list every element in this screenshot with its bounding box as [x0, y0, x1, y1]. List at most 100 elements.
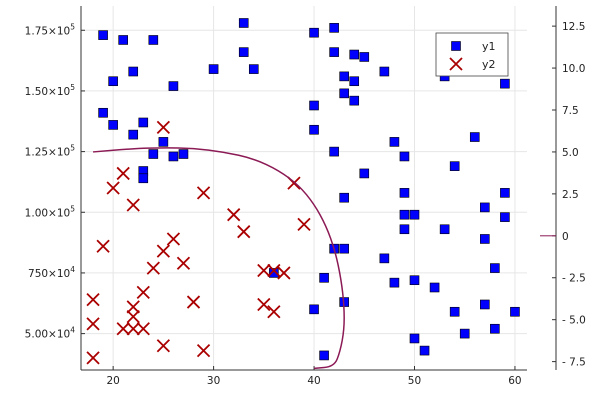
- y1-point: [480, 299, 490, 310]
- y2-point: [176, 256, 191, 270]
- y1-point: [118, 35, 128, 45]
- y-left-tick-label: 1.50×105: [25, 83, 76, 98]
- y1-point: [349, 95, 360, 106]
- y2-point: [126, 309, 140, 324]
- y1-point: [490, 323, 500, 334]
- y1-point: [329, 23, 339, 33]
- y1-point: [138, 173, 149, 184]
- y1-point: [439, 224, 450, 235]
- y2-point: [227, 208, 241, 222]
- y1-point: [329, 47, 339, 57]
- legend-y2-label: y2: [482, 58, 496, 71]
- y-left-tick-label: 1.25×105: [25, 144, 76, 159]
- y1-point: [309, 27, 319, 38]
- y2-point: [267, 263, 281, 278]
- y-right-tick-label: 10.0: [562, 63, 585, 75]
- series-curve: [92, 147, 345, 370]
- x-tick-label: 50: [408, 375, 421, 387]
- y1-point: [319, 350, 329, 361]
- y-right-tick-label: - 7.5: [562, 357, 586, 369]
- y2-point: [196, 343, 211, 358]
- y1-point: [349, 49, 360, 60]
- y1-point: [208, 64, 219, 74]
- y-left-tick-label: 1.00×105: [25, 204, 76, 219]
- y1-point: [429, 282, 440, 293]
- y1-point: [339, 71, 349, 82]
- legend-box: [435, 32, 509, 77]
- y1-point: [379, 66, 390, 77]
- y1-point: [359, 168, 370, 179]
- y2-point: [257, 297, 271, 312]
- y1-point: [359, 52, 370, 62]
- y-left-tick-label: 1.75×105: [25, 22, 76, 37]
- legend-y1-label: y1: [482, 40, 496, 53]
- y1-point: [138, 117, 149, 128]
- y1-point: [168, 151, 179, 162]
- y1-point: [309, 304, 319, 315]
- y1-point: [269, 268, 279, 278]
- y1-point: [389, 137, 400, 147]
- y-right-tick-label: 2.5: [562, 189, 579, 201]
- y2-point: [96, 239, 110, 253]
- y2-point: [166, 232, 181, 246]
- y1-point: [98, 107, 108, 118]
- y2-point: [126, 322, 140, 336]
- y1-point: [148, 149, 159, 159]
- y1-point: [319, 272, 329, 283]
- y2-point: [146, 261, 160, 275]
- y-left-tick-label: 5.00×104: [25, 326, 76, 341]
- y1-point: [409, 333, 420, 344]
- legend-y1-marker: [451, 41, 461, 51]
- y1-point: [98, 30, 108, 40]
- y2-point: [297, 217, 311, 232]
- y1-point: [449, 161, 460, 171]
- y1-point: [248, 64, 259, 74]
- y1-point: [459, 328, 470, 339]
- y2-point: [196, 186, 211, 200]
- y2-point: [126, 300, 140, 314]
- y2-point: [126, 198, 140, 212]
- y1-point: [399, 188, 410, 198]
- y1-point: [500, 212, 510, 222]
- series-y2: [86, 120, 311, 365]
- y-right-tick-label: 5.0: [562, 147, 579, 159]
- x-tick-label: 40: [307, 375, 320, 387]
- y1-point: [238, 18, 249, 28]
- y2-point: [116, 166, 130, 181]
- x-tick-label: 20: [106, 375, 119, 387]
- y1-point: [510, 306, 520, 317]
- y1-point: [339, 88, 349, 99]
- y1-point: [480, 202, 490, 213]
- curve-line: [92, 147, 345, 370]
- y1-point: [329, 146, 339, 157]
- y1-point: [128, 129, 139, 140]
- y1-point: [309, 124, 319, 135]
- y-right-tick-label: - 2.5: [562, 273, 586, 285]
- y1-point: [449, 306, 460, 317]
- y2-point: [116, 322, 130, 336]
- y2-point: [186, 295, 201, 309]
- y1-point: [409, 209, 420, 220]
- y1-point: [500, 188, 510, 198]
- y2-point: [136, 285, 150, 299]
- y2-point: [237, 225, 251, 239]
- y2-point: [156, 339, 171, 353]
- y1-point: [480, 234, 490, 244]
- y1-point: [399, 151, 410, 162]
- x-tick-label: 30: [207, 375, 220, 387]
- y1-point: [339, 192, 349, 203]
- plot-area: [86, 18, 520, 370]
- y-right-tick-label: 0: [562, 231, 569, 243]
- y1-point: [409, 275, 420, 286]
- y1-point: [128, 66, 139, 77]
- y2-point: [267, 305, 281, 319]
- y2-point: [136, 322, 150, 336]
- y1-point: [389, 277, 400, 288]
- y2-point: [106, 181, 120, 195]
- y1-point: [379, 253, 390, 264]
- axes-layer: 20 30 40 50 60 5.00×104 750×104 1.00×105 1.25×10…: [25, 6, 586, 387]
- y1-point: [168, 81, 179, 91]
- y2-point: [86, 292, 100, 307]
- y2-point: [257, 263, 271, 278]
- y1-point: [500, 78, 510, 89]
